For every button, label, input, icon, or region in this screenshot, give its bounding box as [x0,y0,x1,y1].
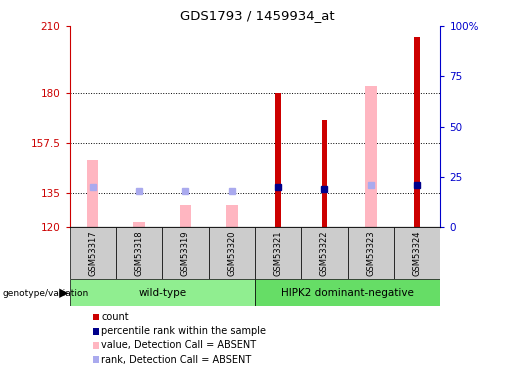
Bar [394,227,440,279]
Text: GSM53319: GSM53319 [181,230,190,276]
Bar [365,87,376,227]
Bar [133,222,145,227]
Bar [70,279,255,306]
Bar [415,38,420,227]
Text: count: count [101,312,129,322]
Bar [255,227,301,279]
Polygon shape [59,288,68,298]
Bar [301,227,348,279]
Bar [209,227,255,279]
Bar [255,279,440,306]
Bar [226,205,237,227]
Bar [116,227,162,279]
Text: GSM53317: GSM53317 [88,230,97,276]
Text: GDS1793 / 1459934_at: GDS1793 / 1459934_at [180,9,335,22]
Text: GSM53318: GSM53318 [134,230,144,276]
Bar [87,160,98,227]
Text: GSM53320: GSM53320 [227,230,236,276]
Bar [348,227,394,279]
Text: GSM53324: GSM53324 [413,230,422,276]
Text: genotype/variation: genotype/variation [3,289,89,298]
Bar [180,205,191,227]
Bar [322,120,327,227]
Bar [162,227,209,279]
Text: HIPK2 dominant-negative: HIPK2 dominant-negative [281,288,414,297]
Text: value, Detection Call = ABSENT: value, Detection Call = ABSENT [101,340,256,350]
Text: percentile rank within the sample: percentile rank within the sample [101,326,266,336]
Text: GSM53322: GSM53322 [320,230,329,276]
Text: rank, Detection Call = ABSENT: rank, Detection Call = ABSENT [101,355,251,364]
Bar [70,227,116,279]
Text: GSM53321: GSM53321 [273,230,283,276]
Text: GSM53323: GSM53323 [366,230,375,276]
Bar [276,93,281,227]
Text: wild-type: wild-type [138,288,186,297]
